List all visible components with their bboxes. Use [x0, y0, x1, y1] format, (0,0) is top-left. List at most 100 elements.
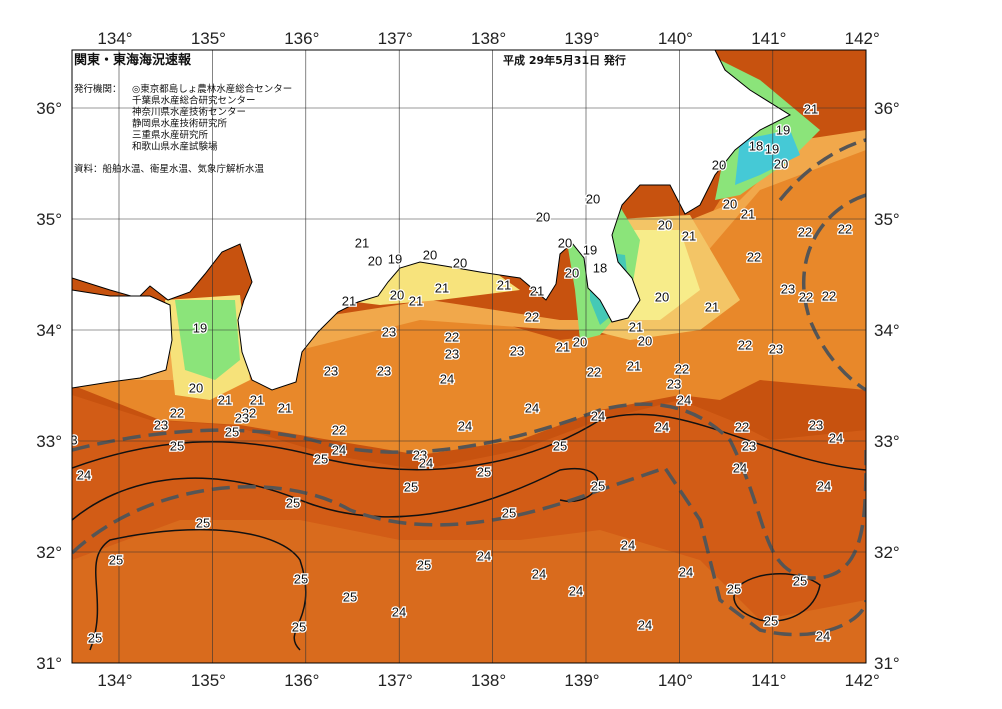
contour-label: 21 [355, 235, 369, 250]
contour-label: 24 [569, 583, 583, 598]
contour-label: 21 [556, 339, 570, 354]
contour-line [72, 467, 599, 521]
lon-label: 136° [284, 671, 319, 690]
contour-label: 24 [655, 419, 669, 434]
contour-label: 22 [170, 405, 184, 420]
contour-label: 23 [154, 417, 168, 432]
contour-label: 20 [390, 287, 404, 302]
contour-label: 19 [583, 242, 597, 257]
land [72, 50, 792, 391]
contour-label: 21 [629, 319, 643, 334]
lon-label: 140° [658, 29, 693, 48]
contour-label: 25 [196, 515, 210, 530]
contour-label: 22 [822, 288, 836, 303]
contour-label: 21 [682, 228, 696, 243]
contour-label: 23 [667, 376, 681, 391]
contour-line [72, 413, 866, 471]
lat-label: 33° [874, 432, 900, 451]
contour-label: 22 [799, 289, 813, 304]
lon-label: 139° [564, 671, 599, 690]
lon-label: 136° [284, 29, 319, 48]
contour-label: 24 [419, 455, 433, 470]
lat-label: 35° [874, 210, 900, 229]
source: 資料：船舶水温、衛星水温、気象庁解析水温 [74, 163, 265, 175]
contour-label: 19 [765, 141, 779, 156]
lon-label: 138° [471, 29, 506, 48]
kuroshio-axis [72, 402, 866, 580]
lat-label: 31° [36, 654, 62, 673]
contour-label: 24 [458, 418, 472, 433]
agency: 静岡県水産技術研究所 [132, 118, 228, 130]
contour-label: 25 [170, 438, 184, 453]
contour-label: 23 [445, 346, 459, 361]
contour-label: 20 [655, 289, 669, 304]
contour-label: 19 [193, 320, 207, 335]
agencies: ◎東京都島しょ農林水産総合センター千葉県水産総合研究センター神奈川県水産技術セン… [132, 83, 292, 153]
lon-label: 137° [378, 671, 413, 690]
contour-label: 22 [675, 361, 689, 376]
contour-label: 21 [250, 392, 264, 407]
lat-label: 33° [36, 432, 62, 451]
sea-band [175, 300, 240, 380]
contour-label: 21 [218, 392, 232, 407]
contour-label: 22 [747, 249, 761, 264]
contour-label: 21 [342, 293, 356, 308]
lon-label: 134° [97, 29, 132, 48]
agencies-label: 発行機関： [74, 83, 122, 95]
contour-label: 22 [525, 309, 539, 324]
lon-label: 141° [751, 29, 786, 48]
contour-label: 23 [781, 281, 795, 296]
contour-label: 20 [586, 191, 600, 206]
contour-label: 20 [189, 380, 203, 395]
contour-label: 24 [621, 537, 635, 552]
contour-label: 25 [404, 479, 418, 494]
contour-label: 25 [502, 505, 516, 520]
lat-label: 34° [36, 321, 62, 340]
contour-label: 24 [816, 628, 830, 643]
contour-label: 25 [764, 613, 778, 628]
contour-label: 22 [332, 422, 346, 437]
contour-label: 20 [723, 196, 737, 211]
contour-label: 24 [638, 617, 652, 632]
lat-label: 32° [874, 543, 900, 562]
lon-label: 140° [658, 671, 693, 690]
contour-label: 21 [804, 101, 818, 116]
contour-label: 24 [332, 442, 346, 457]
contour-label: 23 [235, 410, 249, 425]
lat-label: 34° [874, 321, 900, 340]
contour-label: 25 [727, 581, 741, 596]
contour-label: 20 [558, 235, 572, 250]
contour-label: 22 [242, 405, 256, 420]
lon-label: 139° [564, 29, 599, 48]
contour-label: 22 [587, 364, 601, 379]
issued-date: 平成 29年5月31日 発行 [503, 53, 626, 67]
contour-line [89, 528, 307, 651]
contour-label: 24 [532, 566, 546, 581]
contour-label: 3 [70, 432, 77, 447]
contour-label: 25 [294, 571, 308, 586]
axes: 134° 134° 135° 135° 136° 136° 137° 137° 138° 138°… [36, 29, 899, 690]
contour-label: 20 [368, 253, 382, 268]
contour-label: 25 [477, 464, 491, 479]
contour-label: 24 [679, 564, 693, 579]
contour-label: 24 [829, 430, 843, 445]
map-frame [71, 49, 867, 664]
contour-label: 25 [314, 451, 328, 466]
contour-label: 24 [677, 392, 691, 407]
contour-label: 20 [423, 247, 437, 262]
contour-label: 24 [77, 467, 91, 482]
lat-label: 32° [36, 543, 62, 562]
contour-label: 20 [453, 255, 467, 270]
contour-label: 22 [735, 419, 749, 434]
land [72, 289, 173, 389]
contour-label: 25 [793, 573, 807, 588]
contour-label: 22 [445, 329, 459, 344]
contour-label: 23 [769, 341, 783, 356]
lon-label: 135° [191, 29, 226, 48]
lat-label: 36° [874, 99, 900, 118]
contour-label: 19 [388, 251, 402, 266]
lon-label: 138° [471, 671, 506, 690]
contour-label: 23 [324, 363, 338, 378]
contour-label: 25 [292, 619, 306, 634]
